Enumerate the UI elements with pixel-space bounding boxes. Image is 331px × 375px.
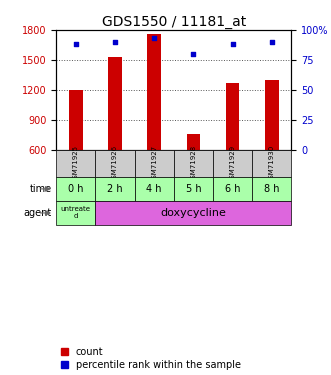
Text: 0 h: 0 h bbox=[68, 184, 84, 194]
Point bbox=[230, 42, 235, 48]
Bar bbox=[147, 34, 161, 150]
Text: agent: agent bbox=[23, 208, 52, 218]
Text: doxycycline: doxycycline bbox=[161, 208, 226, 218]
Bar bbox=[226, 83, 239, 150]
Bar bbox=[95, 150, 135, 177]
Text: GSM71929: GSM71929 bbox=[229, 144, 236, 183]
Bar bbox=[56, 177, 95, 201]
Bar bbox=[95, 201, 291, 225]
Text: GSM71930: GSM71930 bbox=[269, 144, 275, 183]
Bar bbox=[186, 134, 200, 150]
Bar bbox=[56, 201, 95, 225]
Text: 2 h: 2 h bbox=[107, 184, 123, 194]
Bar bbox=[135, 150, 174, 177]
Bar bbox=[265, 80, 279, 150]
Bar bbox=[95, 177, 135, 201]
Legend: count, percentile rank within the sample: count, percentile rank within the sample bbox=[61, 347, 241, 370]
Point bbox=[113, 39, 118, 45]
Bar bbox=[252, 150, 291, 177]
Bar bbox=[108, 57, 122, 150]
Text: 4 h: 4 h bbox=[146, 184, 162, 194]
Bar bbox=[135, 177, 174, 201]
Text: GSM71925: GSM71925 bbox=[73, 145, 79, 183]
Point bbox=[152, 35, 157, 41]
Point bbox=[191, 51, 196, 57]
Bar bbox=[213, 150, 252, 177]
Text: time: time bbox=[29, 184, 52, 194]
Bar bbox=[174, 177, 213, 201]
Point bbox=[73, 42, 78, 48]
Text: GSM71926: GSM71926 bbox=[112, 144, 118, 183]
Bar bbox=[69, 90, 83, 150]
Bar bbox=[252, 177, 291, 201]
Bar bbox=[213, 177, 252, 201]
Text: GSM71928: GSM71928 bbox=[190, 144, 196, 183]
Text: GSM71927: GSM71927 bbox=[151, 144, 157, 183]
Text: 6 h: 6 h bbox=[225, 184, 240, 194]
Text: 5 h: 5 h bbox=[186, 184, 201, 194]
Text: 8 h: 8 h bbox=[264, 184, 279, 194]
Title: GDS1550 / 11181_at: GDS1550 / 11181_at bbox=[102, 15, 246, 29]
Text: untreate
d: untreate d bbox=[61, 207, 91, 219]
Bar bbox=[174, 150, 213, 177]
Point bbox=[269, 39, 274, 45]
Bar bbox=[56, 150, 95, 177]
